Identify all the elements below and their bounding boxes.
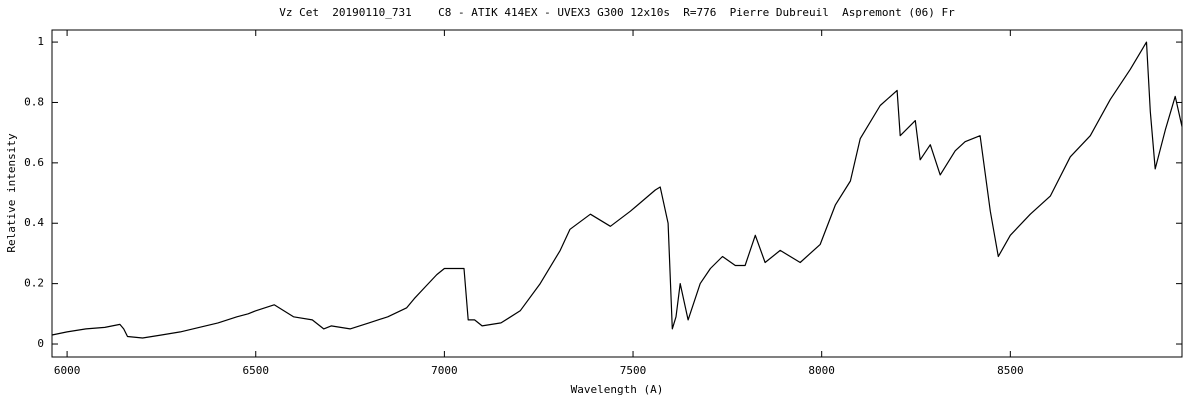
- y-axis-label: Relative intensity: [5, 133, 18, 253]
- y-tick-label: 0.4: [24, 216, 44, 229]
- x-tick-label: 6000: [54, 364, 81, 377]
- x-tick-label: 8500: [997, 364, 1024, 377]
- x-tick-label: 7000: [431, 364, 458, 377]
- x-tick-label: 7500: [620, 364, 647, 377]
- x-axis-label: Wavelength (A): [571, 383, 664, 396]
- spectrum-line: [51, 41, 1183, 339]
- y-tick-label: 1: [37, 35, 44, 48]
- x-tick-label: 6500: [242, 364, 269, 377]
- x-tick-label: 8000: [808, 364, 835, 377]
- y-tick-label: 0.8: [24, 95, 44, 108]
- plot-frame: [51, 29, 1183, 358]
- y-tick-label: 0.2: [24, 277, 44, 290]
- y-tick-label: 0.6: [24, 156, 44, 169]
- y-tick-label: 0: [37, 337, 44, 350]
- chart-title: Vz Cet 20190110_731 C8 - ATIK 414EX - UV…: [279, 6, 955, 19]
